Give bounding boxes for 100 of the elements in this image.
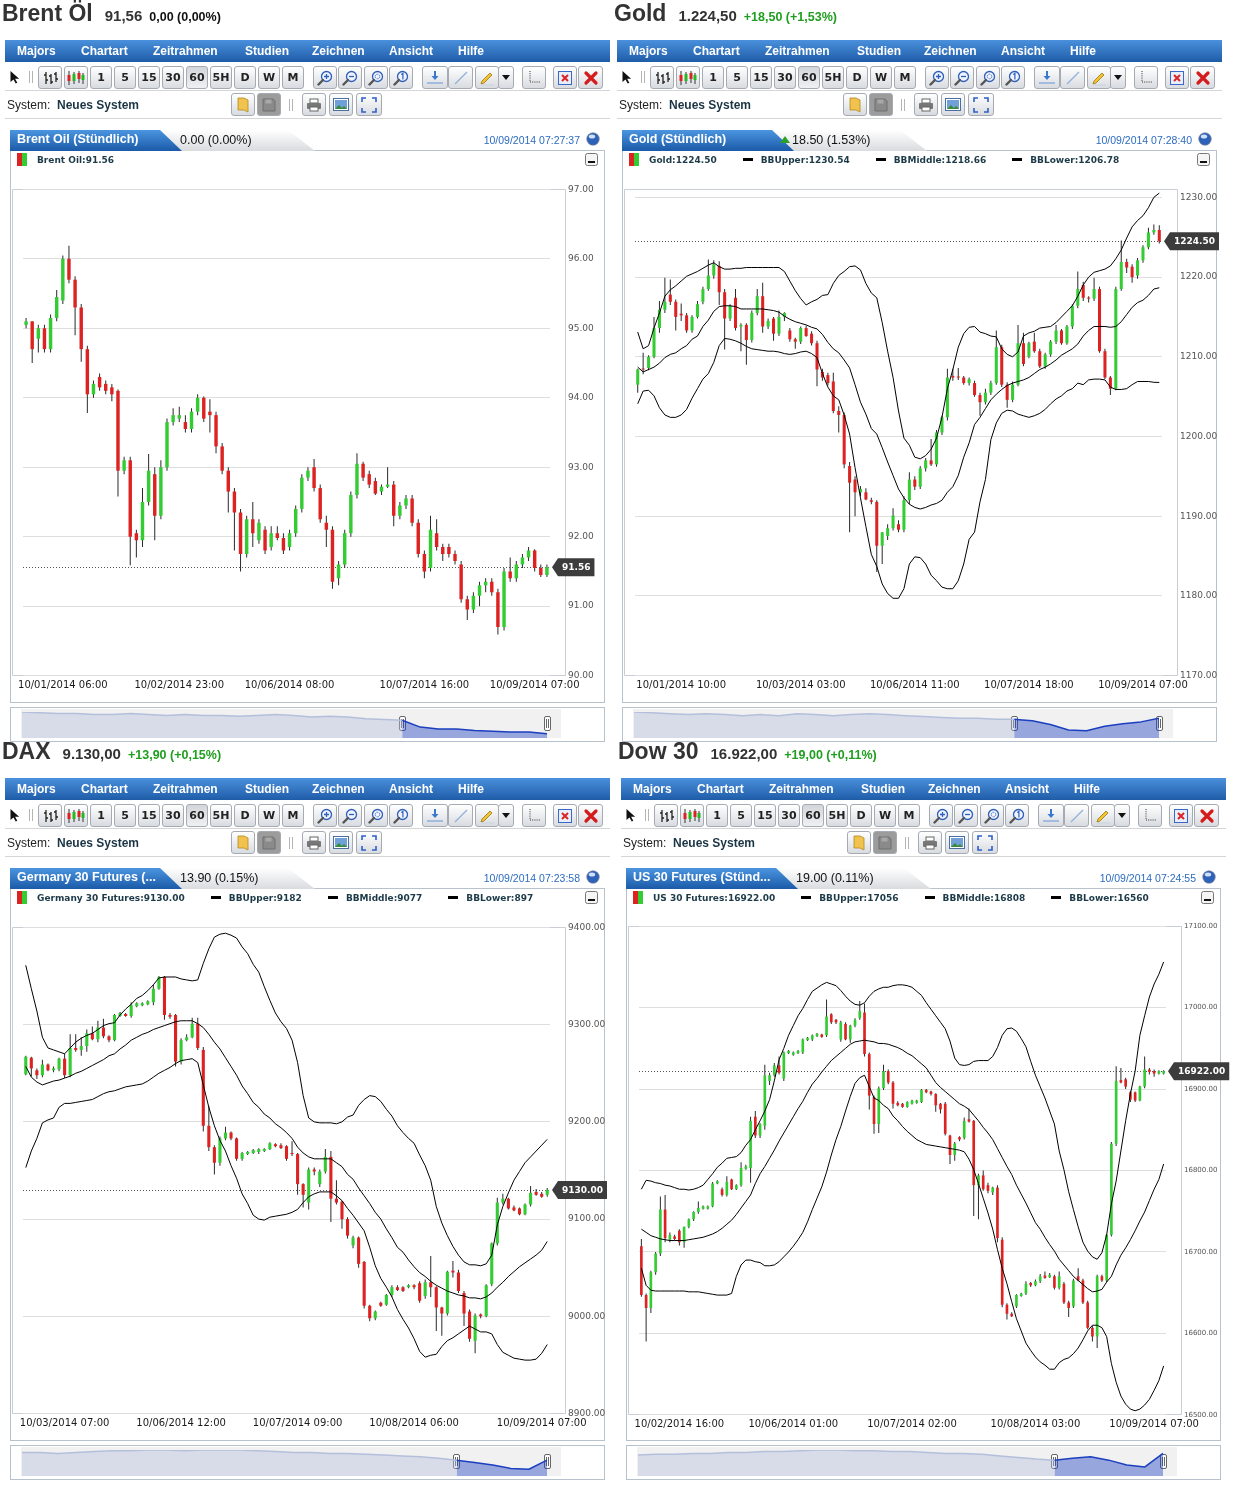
toolbar-button: 5H [210, 66, 232, 89]
y-tick-label: 94.00 [568, 392, 595, 403]
y-tick-label: 9100.00 [568, 1213, 606, 1224]
legend-label: Germany 30 Futures:9130.00 [37, 892, 185, 903]
toolbar-button: 5H [822, 66, 844, 89]
y-tick-label: 95.00 [568, 322, 595, 333]
y-tick-label: 1210.00 [1180, 351, 1218, 362]
toolbar-button: 60 [186, 804, 208, 827]
x-tick-label: 10/07/2014 02:00 [867, 1418, 957, 1430]
legend-label: US 30 Futures:16922.00 [653, 892, 776, 903]
x-tick-label: 10/08/2014 06:00 [369, 1417, 459, 1429]
text: Neues System [57, 836, 140, 850]
toolbar-button: 1 [702, 66, 724, 89]
toolbar-button: 60 [186, 66, 208, 89]
ref-line-label: 1224.50 [1174, 236, 1215, 247]
menu-bar: Majors Chartart Zeitrahmen Studien Zeichnen Ansicht Hilfe [5, 778, 610, 800]
toolbar-button: 5H [210, 804, 232, 827]
text: 0,00 (0,00%) [149, 10, 221, 24]
text: System: [619, 98, 663, 112]
y-tick-label: 1230.00 [1180, 191, 1218, 202]
chart-subtitle: 91,56 [104, 7, 143, 24]
text: +18,50 (+1,53%) [743, 10, 837, 24]
toolbar-button: 1 [706, 804, 728, 827]
y-tick-label: 93.00 [568, 461, 595, 472]
x-tick-label: 10/08/2014 03:00 [990, 1418, 1081, 1430]
text: System: [623, 836, 667, 850]
toolbar-button: W [258, 66, 280, 89]
legend-label: BBUpper:17056 [819, 892, 899, 903]
candlestick [956, 367, 960, 380]
text: Neues System [57, 98, 140, 112]
text: 10/09/2014 07:24:55 [1099, 872, 1196, 884]
toolbar-button: 60 [798, 66, 820, 89]
toolbar-button: 5 [114, 66, 136, 89]
text: US 30 Futures (Stünd... [633, 870, 771, 884]
text: 13.90 (0.15%) [180, 871, 259, 885]
menu-bar: Majors Chartart Zeitrahmen Studien Zeichnen Ansicht Hilfe [617, 40, 1222, 62]
toolbar-button: 15 [754, 804, 776, 827]
chart-title: Gold [614, 0, 667, 27]
y-tick-label: 97.00 [568, 183, 595, 194]
text: 18.50 (1.53%) [792, 133, 871, 147]
toolbar-button: D [234, 66, 256, 89]
text: Germany 30 Futures (... [17, 870, 156, 884]
text: +13,90 (+0,15%) [127, 748, 222, 762]
y-tick-label: 1170.00 [1180, 669, 1218, 680]
chart-title: Brent Öl [2, 0, 93, 27]
toolbar-button: 30 [774, 66, 796, 89]
text: 10/09/2014 07:28:40 [1095, 134, 1192, 146]
y-tick-label: 90.00 [568, 669, 595, 680]
y-tick-label: 1220.00 [1180, 271, 1218, 282]
x-tick-label: 10/06/2014 08:00 [244, 679, 335, 691]
toolbar-button: 1 [90, 804, 112, 827]
menu-bar: Majors Chartart Zeitrahmen Studien Zeichnen Ansicht Hilfe [5, 40, 610, 62]
y-tick-label: 9400.00 [568, 921, 606, 932]
legend-label: BBLower:897 [466, 892, 534, 903]
candlestick [290, 1141, 294, 1156]
text: Brent Oil (Stündlich) [17, 132, 139, 146]
toolbar-button: W [874, 804, 896, 827]
ref-line-label: 16922.00 [1178, 1066, 1226, 1076]
text: Gold (Stündlich) [629, 132, 727, 146]
text: 19.00 (0.11%) [796, 871, 874, 885]
toolbar-button: 30 [162, 804, 184, 827]
y-tick-label: 1190.00 [1180, 510, 1218, 521]
legend-label: BBMiddle:16808 [942, 892, 1026, 903]
x-tick-label: 10/07/2014 16:00 [379, 679, 470, 691]
legend-label: BBMiddle:9077 [345, 892, 423, 903]
toolbar-button: W [870, 66, 892, 89]
y-tick-label: 9200.00 [568, 1116, 606, 1127]
toolbar-button: M [898, 804, 920, 827]
y-tick-label: 1180.00 [1180, 590, 1218, 601]
x-tick-label: 10/03/2014 03:00 [755, 679, 846, 691]
x-tick-label: 10/07/2014 18:00 [984, 679, 1074, 691]
candlestick [208, 399, 212, 433]
toolbar-button: 15 [138, 804, 160, 827]
toolbar-button: 30 [162, 66, 184, 89]
candlestick [1087, 296, 1091, 303]
x-tick-label: 10/06/2014 11:00 [869, 679, 960, 691]
text: 10/09/2014 07:27:37 [483, 134, 580, 146]
toolbar-button: 5 [114, 804, 136, 827]
toolbar-button: 5 [726, 66, 748, 89]
legend-label: Gold:1224.50 [649, 154, 717, 165]
text: +19,00 (+0,11%) [784, 748, 877, 762]
ref-line-label: 91.56 [562, 562, 591, 573]
y-tick-label: 9000.00 [568, 1310, 606, 1321]
toolbar-button: D [846, 66, 868, 89]
x-tick-label: 10/09/2014 07:00 [489, 679, 580, 691]
x-tick-label: 10/02/2014 16:00 [634, 1418, 725, 1430]
toolbar-button: D [234, 804, 256, 827]
y-tick-label: 96.00 [568, 253, 595, 264]
toolbar-button: M [894, 66, 916, 89]
x-tick-label: 10/01/2014 06:00 [18, 679, 108, 691]
chart-title: Dow 30 [618, 738, 699, 765]
x-tick-label: 10/09/2014 07:00 [1109, 1418, 1199, 1430]
chart-subtitle: 9.130,00 [62, 745, 121, 762]
x-tick-label: 10/07/2014 09:00 [252, 1417, 343, 1429]
toolbar-button: M [282, 66, 304, 89]
legend-label: BBUpper:9182 [228, 892, 302, 903]
toolbar-button: 15 [750, 66, 772, 89]
text: System: [7, 98, 51, 112]
y-tick-label: 8900.00 [568, 1407, 606, 1418]
ref-line-label: 9130.00 [562, 1184, 603, 1195]
